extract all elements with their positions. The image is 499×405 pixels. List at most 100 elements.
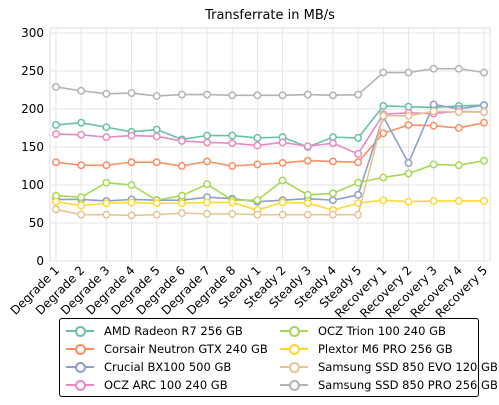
data-point	[203, 90, 212, 99]
data-point	[228, 209, 237, 218]
data-point	[102, 123, 111, 132]
chart-title: Transferrate in MB/s	[204, 8, 335, 23]
data-point	[203, 131, 212, 140]
data-point	[354, 90, 363, 99]
data-point	[102, 89, 111, 98]
legend-item: Corsair Neutron GTX 240 GB	[66, 340, 268, 358]
data-point	[404, 111, 413, 120]
data-point	[52, 83, 60, 91]
y-tick-label: 50	[29, 216, 44, 230]
data-point	[454, 124, 463, 132]
data-point	[203, 209, 212, 218]
legend-swatch	[280, 325, 308, 337]
y-axis: 0 50 100 150 200 250 300	[21, 26, 44, 268]
data-point	[102, 133, 111, 142]
data-point	[77, 86, 86, 95]
series-group	[52, 64, 488, 220]
data-point	[177, 90, 186, 99]
legend-item: OCZ ARC 100 240 GB	[66, 376, 228, 394]
data-point	[429, 107, 438, 116]
series-line	[55, 110, 484, 217]
legend-item: Crucial BX100 500 GB	[66, 358, 231, 376]
data-point	[77, 130, 86, 139]
data-point	[253, 141, 262, 150]
data-point	[379, 129, 388, 138]
data-point	[404, 121, 413, 129]
data-point	[177, 209, 186, 218]
data-point	[480, 108, 488, 116]
data-point	[303, 142, 312, 151]
data-point	[278, 159, 287, 167]
data-point	[480, 156, 488, 165]
data-point	[77, 210, 86, 219]
data-point	[379, 102, 388, 110]
data-point	[52, 197, 60, 206]
data-point	[454, 197, 463, 205]
legend-swatch	[66, 325, 94, 337]
legend-label: AMD Radeon R7 256 GB	[104, 324, 243, 338]
data-point	[253, 91, 262, 100]
series-6	[52, 107, 488, 220]
data-point	[77, 193, 86, 202]
data-point	[379, 173, 388, 182]
data-point	[177, 162, 186, 170]
data-point	[152, 210, 161, 219]
line-chart: Transferrate in MB/s 050100150200250300 …	[8, 8, 491, 318]
data-point	[354, 149, 363, 158]
data-point	[127, 131, 136, 140]
data-point	[328, 157, 337, 166]
y-tick-label: 250	[21, 64, 44, 78]
series-line	[56, 103, 485, 203]
series-line	[55, 199, 484, 211]
data-point	[328, 196, 337, 205]
y-tick-label: 0	[36, 254, 44, 268]
data-point	[278, 210, 287, 219]
series-1	[52, 118, 488, 170]
data-point	[303, 210, 312, 219]
data-point	[354, 210, 363, 219]
data-point	[52, 158, 60, 167]
series-line	[55, 104, 485, 148]
data-point	[404, 159, 413, 167]
data-point	[278, 198, 287, 207]
data-point	[303, 190, 312, 199]
legend-label: Crucial BX100 500 GB	[104, 360, 232, 374]
data-point	[404, 68, 413, 77]
data-point	[354, 158, 363, 167]
data-point	[429, 121, 438, 130]
data-point	[127, 158, 136, 167]
data-point	[454, 161, 463, 170]
data-point	[303, 156, 312, 165]
data-point	[303, 90, 312, 99]
legend-item: Plextor M6 PRO 256 GB	[280, 340, 453, 358]
data-point	[52, 121, 60, 129]
data-point	[52, 205, 60, 214]
legend-item: OCZ Trion 100 240 GB	[280, 322, 446, 340]
data-point	[379, 68, 388, 77]
legend-swatch	[280, 343, 308, 355]
data-point	[429, 100, 438, 109]
data-point	[203, 198, 212, 207]
data-point	[177, 136, 186, 145]
legend-item: Samsung SSD 850 EVO 120 GB	[280, 358, 498, 376]
data-point	[177, 199, 186, 208]
data-point	[228, 139, 237, 148]
series-5	[52, 196, 488, 215]
data-point	[77, 118, 86, 127]
data-point	[228, 198, 237, 207]
data-point	[480, 197, 488, 205]
data-point	[253, 160, 262, 169]
data-point	[480, 101, 488, 110]
y-tick-label: 150	[21, 140, 44, 154]
data-point	[303, 199, 312, 208]
legend-swatch	[66, 361, 94, 373]
series-line	[55, 159, 485, 202]
data-point	[102, 199, 111, 208]
y-tick-label: 300	[21, 26, 44, 40]
series-7	[52, 64, 488, 101]
data-point	[454, 64, 463, 73]
series-line	[55, 67, 485, 97]
data-point	[429, 160, 438, 169]
data-point	[253, 210, 262, 219]
